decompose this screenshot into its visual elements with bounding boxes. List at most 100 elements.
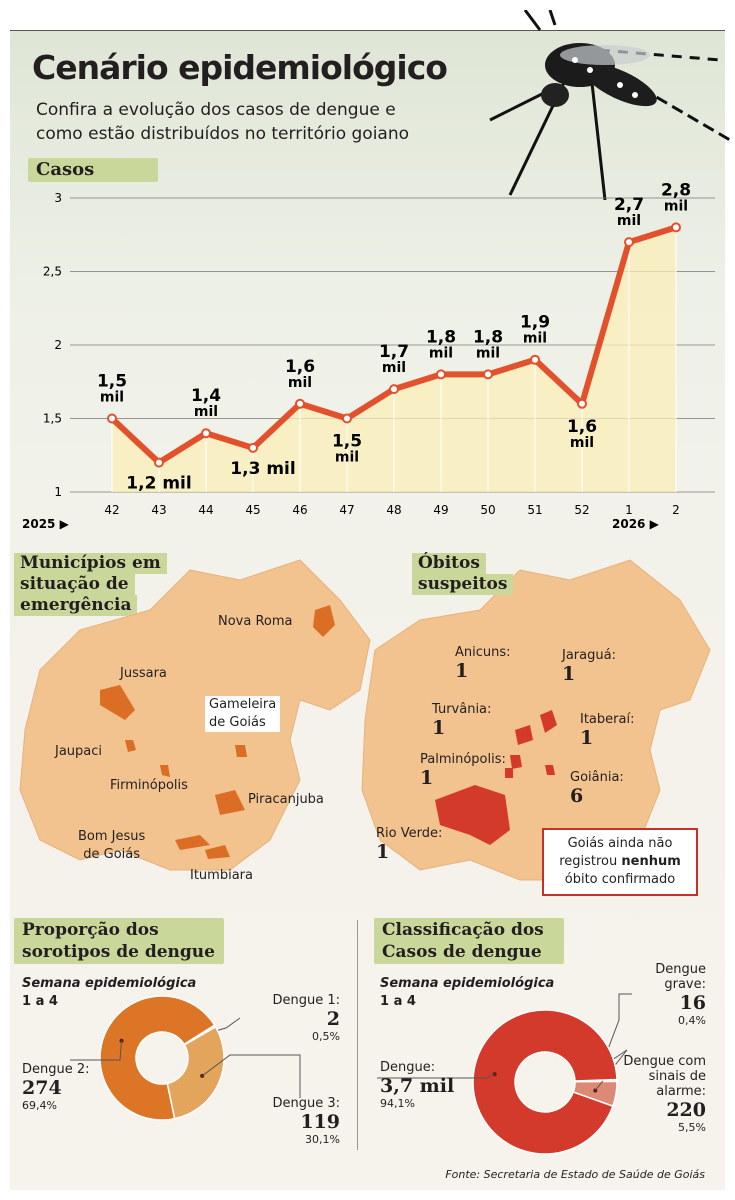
death-label-palminopolis: Palminópolis: 1 bbox=[420, 752, 506, 789]
x-tick-label: 44 bbox=[198, 503, 213, 517]
data-point bbox=[436, 369, 446, 380]
city-label-line: Gameleira bbox=[209, 697, 277, 712]
slice-name: Dengue grave: bbox=[655, 962, 706, 992]
donut1 bbox=[70, 995, 301, 1121]
slice-pct: 5,5% bbox=[678, 1121, 706, 1134]
data-label-unit: mil bbox=[617, 213, 641, 229]
data-point bbox=[671, 222, 681, 233]
city-label: Piracanjuba bbox=[248, 792, 324, 807]
data-label-unit: mil bbox=[523, 331, 547, 347]
donut2-title: Classificação dos Casos de dengue bbox=[374, 918, 564, 964]
x-tick-label: 43 bbox=[151, 503, 166, 517]
goias-maps bbox=[19, 559, 711, 881]
donut-slice bbox=[472, 1009, 618, 1155]
source-note: Fonte: Secretaria de Estado de Saúde de … bbox=[445, 1168, 705, 1181]
data-label: 1,6 bbox=[285, 357, 315, 377]
slice-marker bbox=[492, 1072, 497, 1077]
slice-pct: 69,4% bbox=[22, 1099, 57, 1112]
d2-label-alarme: Dengue com sinais de alarme: 220 5,5% bbox=[612, 1054, 706, 1134]
data-label-unit: mil bbox=[429, 345, 453, 361]
data-point bbox=[624, 237, 634, 248]
death-label-goiania: Goiânia: 6 bbox=[570, 770, 624, 807]
d2-label-dengue: Dengue: 3,7 mil 94,1% bbox=[380, 1060, 454, 1110]
d2-label-grave: Dengue grave: 16 0,4% bbox=[610, 962, 706, 1027]
data-point bbox=[201, 428, 211, 439]
city-label-line: de Goiás bbox=[209, 715, 266, 730]
data-point bbox=[107, 413, 117, 424]
x-tick-label: 51 bbox=[527, 503, 542, 517]
city-label: Gameleira de Goiás bbox=[205, 696, 281, 732]
map1-title-line: Municípios em bbox=[14, 553, 167, 574]
data-label: 1,2 mil bbox=[126, 474, 191, 494]
data-label-unit: mil bbox=[335, 450, 359, 466]
donut-slice bbox=[99, 995, 216, 1121]
x-tick-label: 1 bbox=[625, 503, 633, 517]
data-label: 1,3 mil bbox=[230, 459, 295, 479]
map2-title: Óbitos suspeitos bbox=[412, 553, 514, 595]
donut1-subtitle: Semana epidemiológica bbox=[22, 976, 197, 991]
death-label-anicuns: Anicuns: 1 bbox=[455, 645, 511, 682]
data-point bbox=[483, 369, 493, 380]
emergency-municipalities bbox=[100, 605, 335, 859]
d1-label-2: Dengue 2: 274 69,4% bbox=[22, 1062, 90, 1112]
x-tick-label: 50 bbox=[480, 503, 495, 517]
death-count: 1 bbox=[376, 841, 390, 863]
page-subtitle: Confira a evolução dos casos de dengue e… bbox=[36, 98, 516, 146]
note-text: registrou bbox=[559, 854, 618, 869]
slice-name: Dengue: bbox=[380, 1060, 436, 1075]
x-tick-label: 46 bbox=[292, 503, 307, 517]
divider bbox=[357, 920, 358, 1150]
data-label-unit: mil bbox=[194, 404, 218, 420]
note-box: Goiás ainda não registrou nenhum óbito con… bbox=[542, 828, 698, 896]
city-label: Itumbiara bbox=[190, 868, 253, 883]
x-tick-label: 42 bbox=[104, 503, 119, 517]
donut2 bbox=[377, 993, 632, 1155]
x-tick-label: 49 bbox=[433, 503, 448, 517]
map2-title-line: suspeitos bbox=[412, 574, 514, 595]
death-label-turvania: Turvânia: 1 bbox=[432, 702, 491, 739]
data-label: 1,9 bbox=[520, 313, 550, 333]
death-label-jaragua: Jaraguá: 1 bbox=[562, 648, 616, 685]
y-tick-label: 2 bbox=[54, 338, 62, 352]
slice-value: 220 bbox=[666, 1099, 706, 1121]
city-label: Jaupaci bbox=[55, 744, 103, 759]
note-text: óbito confirmado bbox=[564, 872, 676, 887]
data-label-unit: mil bbox=[382, 360, 406, 376]
d1-label-3: Dengue 3: 119 30,1% bbox=[240, 1096, 340, 1146]
city-label: Jussara bbox=[120, 666, 167, 681]
data-point bbox=[248, 442, 258, 453]
map1-title-line: situação de bbox=[14, 574, 135, 595]
data-label: 1,5 bbox=[332, 432, 362, 452]
death-count: 6 bbox=[570, 785, 584, 807]
data-label: 2,7 bbox=[614, 195, 644, 215]
city-name: Rio Verde: bbox=[376, 826, 443, 841]
data-label: 1,4 bbox=[191, 386, 221, 406]
city-name: Turvânia: bbox=[432, 702, 492, 717]
leader-line bbox=[70, 1040, 123, 1061]
y-tick-label: 1,5 bbox=[43, 412, 62, 426]
data-point bbox=[530, 354, 540, 365]
city-name: Goiânia: bbox=[570, 770, 624, 785]
donut-slice bbox=[166, 1025, 225, 1120]
death-count: 1 bbox=[420, 767, 434, 789]
line-chart-title: Casos bbox=[28, 158, 158, 182]
leader-line bbox=[201, 1054, 301, 1098]
map2-title-line: Óbitos bbox=[412, 553, 486, 574]
data-label: 1,5 bbox=[97, 372, 127, 392]
death-count: 1 bbox=[455, 660, 469, 682]
slice-pct: 0,4% bbox=[678, 1014, 706, 1027]
x-tick-label: 47 bbox=[339, 503, 354, 517]
subtitle-line: como estão distribuídos no território go… bbox=[36, 124, 410, 144]
slice-pct: 94,1% bbox=[380, 1097, 415, 1110]
data-label: 1,7 bbox=[379, 342, 409, 362]
city-name: Itaberaí: bbox=[580, 712, 635, 727]
slice-value: 119 bbox=[300, 1111, 340, 1133]
slice-value: 3,7 mil bbox=[380, 1075, 455, 1097]
data-label-unit: mil bbox=[476, 345, 500, 361]
death-municipalities bbox=[435, 710, 557, 845]
map1-title-line: emergência bbox=[14, 595, 138, 616]
d1-label-1: Dengue 1: 2 0,5% bbox=[240, 993, 340, 1043]
x-tick-label: 48 bbox=[386, 503, 401, 517]
data-label: 2,8 bbox=[661, 180, 691, 200]
subtitle-line: Confira a evolução dos casos de dengue e bbox=[36, 100, 396, 120]
